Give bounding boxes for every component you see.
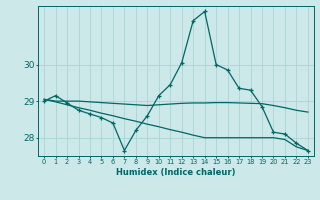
- X-axis label: Humidex (Indice chaleur): Humidex (Indice chaleur): [116, 168, 236, 177]
